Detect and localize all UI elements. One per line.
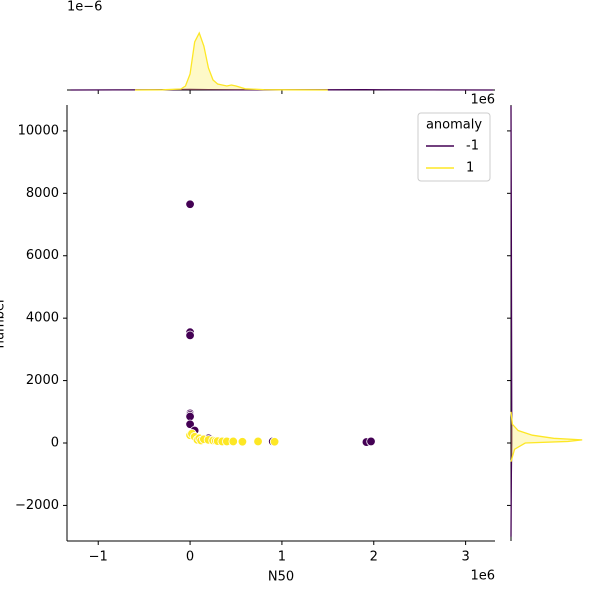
point [237, 437, 248, 447]
top-kde-line [134, 31, 328, 91]
legend-label: -1 [466, 139, 479, 154]
point [228, 436, 238, 447]
x-tick-label: 2 [370, 550, 378, 565]
legend-title: anomaly [426, 118, 482, 133]
legend-label: 1 [466, 161, 474, 176]
right-kde-line [510, 411, 583, 462]
right-kde-line [510, 105, 513, 537]
point [185, 419, 195, 429]
y-tick-label: 2000 [26, 373, 59, 388]
point [269, 437, 280, 447]
right-kde-area [511, 411, 583, 462]
point [253, 436, 263, 447]
y-tick-label: 6000 [26, 248, 59, 263]
y-tick-label: 10000 [18, 123, 59, 138]
y-tick-label: 4000 [26, 311, 59, 326]
x-tick-label: 0 [186, 550, 194, 565]
point [185, 199, 195, 209]
x-axis-label: N50 [268, 570, 294, 585]
top-x-offset-label: 1e6 [470, 93, 495, 108]
legend-box [417, 112, 491, 182]
y-axis-label: number [0, 297, 8, 348]
x-tick-label: 3 [461, 550, 469, 565]
y-tick-label: 0 [51, 436, 59, 451]
point [366, 436, 376, 447]
top-y-offset-label: 1e−6 [67, 0, 102, 15]
y-tick-label: 8000 [26, 186, 59, 201]
point [185, 411, 195, 422]
x-offset-label: 1e6 [470, 569, 495, 584]
point [185, 330, 195, 341]
x-tick-label: −1 [89, 550, 108, 565]
x-tick-label: 1 [278, 550, 286, 565]
y-tick-label: −2000 [15, 498, 59, 513]
